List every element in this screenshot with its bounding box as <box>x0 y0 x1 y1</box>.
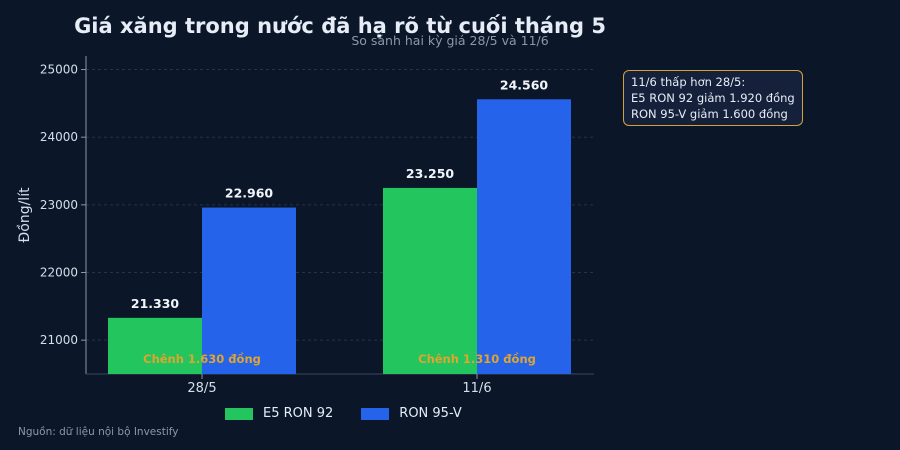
data-label: 22.960 <box>225 186 274 201</box>
data-label: 24.560 <box>500 77 549 92</box>
x-tick-label: 28/5 <box>187 381 216 396</box>
legend-item-ron95: RON 95-V <box>361 406 462 421</box>
data-label: 21.330 <box>131 296 180 311</box>
annotation-box: 11/6 thấp hơn 28/5: E5 RON 92 giảm 1.920… <box>623 70 803 126</box>
difference-label: Chênh 1.310 đồng <box>418 352 536 366</box>
bar-ron95-1 <box>477 99 571 374</box>
chart-title: Giá xăng trong nước đã hạ rõ từ cuối thá… <box>74 14 606 38</box>
y-tick-label: 23000 <box>40 198 78 212</box>
chart-legend: E5 RON 92 RON 95-V <box>225 406 462 421</box>
legend-item-e5: E5 RON 92 <box>225 406 333 421</box>
bar-e5-1 <box>383 187 477 374</box>
source-note: Nguồn: dữ liệu nội bộ Investify <box>18 426 179 438</box>
annotation-line-1: 11/6 thấp hơn 28/5: <box>631 75 746 89</box>
x-tick-label: 11/6 <box>462 381 491 396</box>
legend-swatch-ron95 <box>361 407 390 420</box>
legend-label-ron95: RON 95-V <box>399 406 462 421</box>
legend-label-e5: E5 RON 92 <box>263 406 334 421</box>
data-label: 23.250 <box>406 166 455 181</box>
y-tick-label: 22000 <box>40 266 78 280</box>
annotation-line-3: RON 95-V giảm 1.600 đồng <box>631 107 788 121</box>
y-tick-label: 21000 <box>40 333 78 347</box>
bar-ron95-0 <box>202 207 296 374</box>
difference-label: Chênh 1.630 đồng <box>143 352 261 366</box>
y-axis-label: Đồng/lít <box>16 187 33 243</box>
annotation-line-2: E5 RON 92 giảm 1.920 đồng <box>631 91 795 105</box>
chart-subtitle-text: So sánh hai kỳ giá 28/5 và 11/6 <box>351 33 549 48</box>
chart-subtitle: So sánh hai kỳ giá 28/5 và 11/6 <box>0 33 900 48</box>
legend-swatch-e5 <box>225 407 253 420</box>
bar-e5-0 <box>108 317 202 374</box>
y-tick-label: 24000 <box>40 130 78 144</box>
y-tick-label: 25000 <box>40 63 78 77</box>
